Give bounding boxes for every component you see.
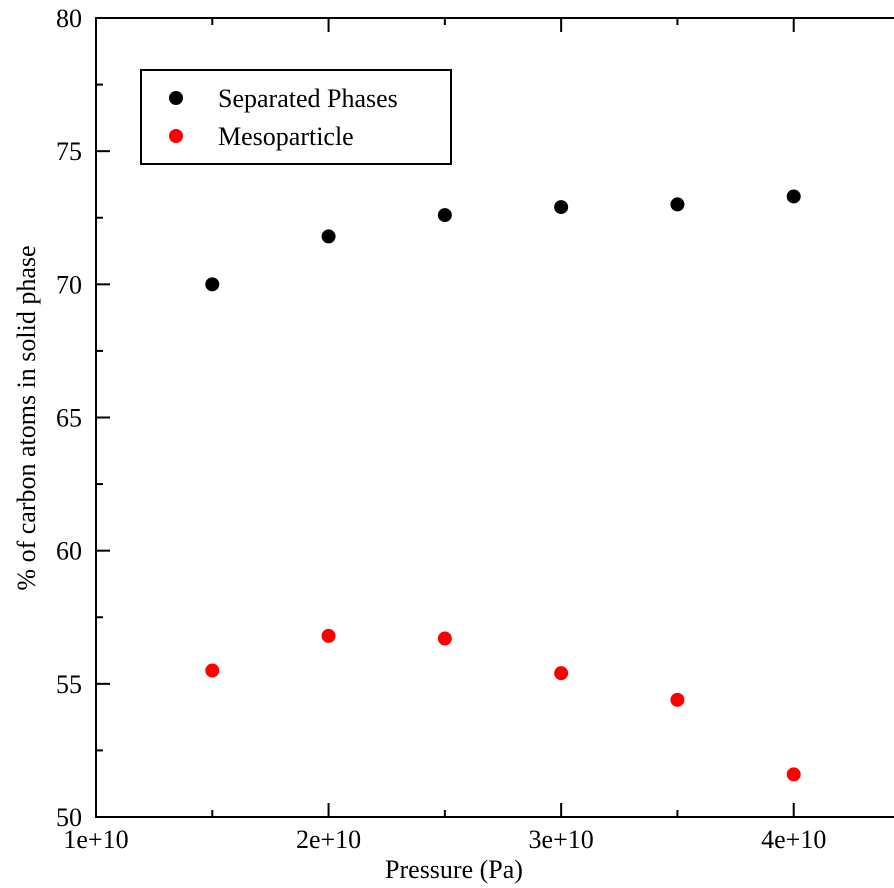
data-points (205, 189, 801, 782)
data-point-mesoparticle (786, 767, 801, 782)
x-tick-label: 3e+10 (529, 825, 594, 854)
legend-label-mesoparticle: Mesoparticle (218, 122, 354, 151)
data-point-mesoparticle (437, 631, 452, 646)
data-point-separated-phases (437, 208, 452, 223)
legend-marker-mesoparticle (169, 129, 183, 143)
y-tick-label: 65 (56, 404, 82, 433)
y-tick-label: 55 (56, 670, 82, 699)
y-tick-label: 70 (56, 270, 82, 299)
data-point-mesoparticle (554, 666, 569, 681)
data-point-separated-phases (554, 200, 569, 215)
legend: Separated Phases Mesoparticle (140, 69, 452, 165)
y-tick-label: 60 (56, 537, 82, 566)
plot-frame (95, 17, 894, 818)
data-point-separated-phases (670, 197, 685, 212)
y-tick-label: 75 (56, 137, 82, 166)
data-point-mesoparticle (205, 663, 220, 678)
legend-label-separated-phases: Separated Phases (218, 84, 398, 113)
data-point-mesoparticle (321, 628, 336, 643)
x-axis-ticks: 1e+10 2e+10 3e+10 4e+10 (63, 18, 826, 854)
data-point-separated-phases (205, 277, 220, 292)
y-tick-label: 50 (56, 803, 82, 832)
y-tick-label: 80 (56, 4, 82, 33)
legend-box (140, 69, 452, 165)
data-point-separated-phases (321, 229, 336, 244)
x-axis-title: Pressure (Pa) (385, 855, 523, 884)
data-point-separated-phases (786, 189, 801, 204)
y-axis-ticks: 50 55 60 65 70 75 80 (56, 4, 110, 832)
data-point-mesoparticle (670, 692, 685, 707)
legend-marker-separated-phases (169, 91, 183, 105)
x-tick-label: 2e+10 (296, 825, 361, 854)
x-tick-label: 1e+10 (63, 825, 128, 854)
x-tick-label: 4e+10 (761, 825, 826, 854)
y-axis-title: % of carbon atoms in solid phase (12, 245, 41, 590)
